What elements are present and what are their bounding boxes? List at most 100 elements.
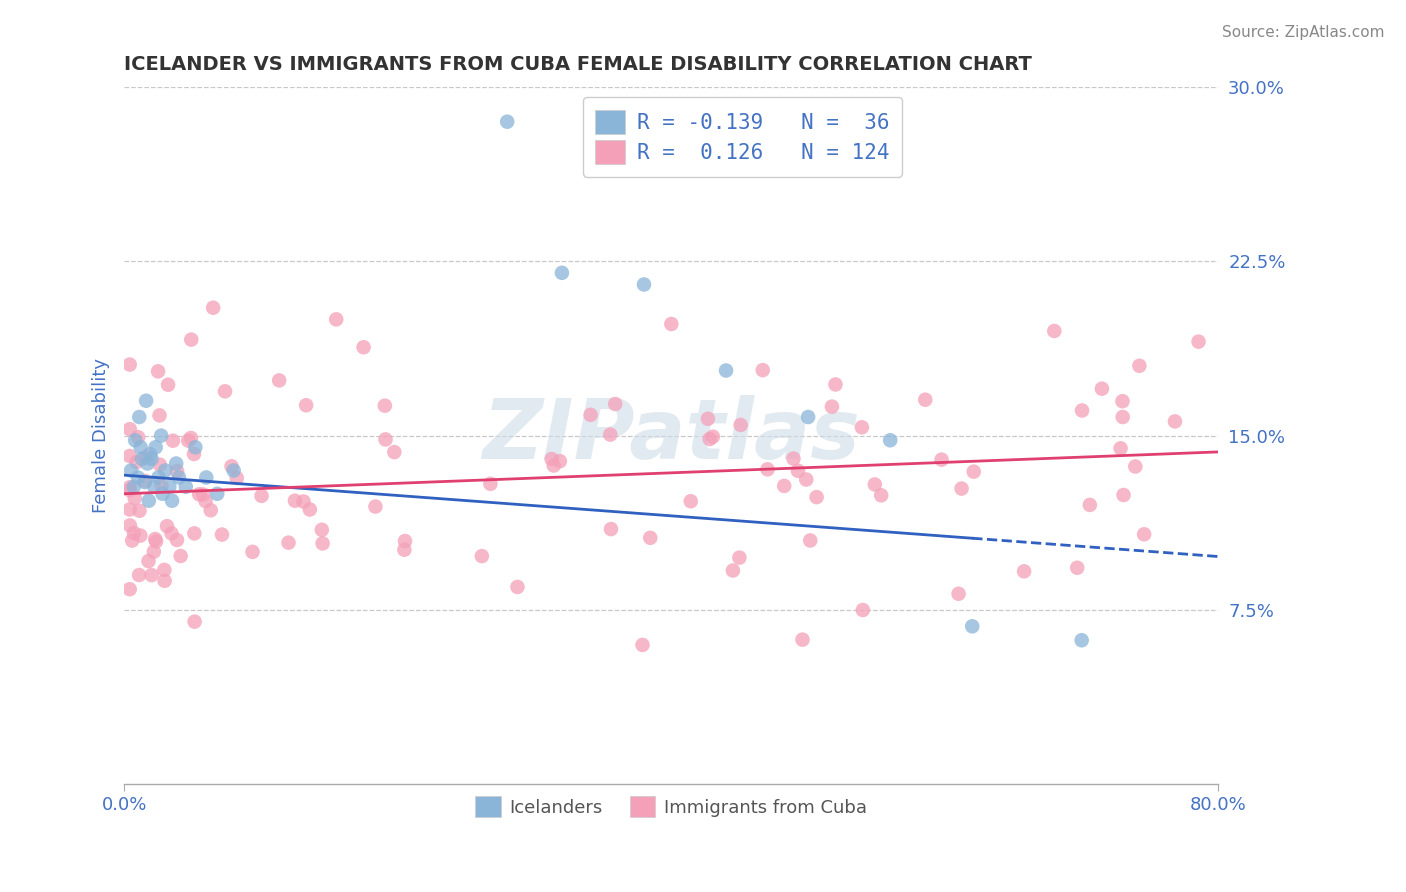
Point [180,431,202,445]
Point [1111,394,1133,409]
Point [122,480,145,494]
Point [579,408,602,422]
Point [160,493,183,508]
Point [118,449,141,463]
Point [153,563,176,577]
Point [121,533,143,548]
Point [931,452,953,467]
Text: ZIPatlas: ZIPatlas [482,395,860,476]
Point [211,527,233,541]
Point [128,568,150,582]
Point [353,340,375,354]
Point [277,535,299,549]
Point [794,473,817,487]
Point [948,587,970,601]
Point [145,440,167,454]
Text: ICELANDER VS IMMIGRANTS FROM CUBA FEMALE DISABILITY CORRELATION CHART: ICELANDER VS IMMIGRANTS FROM CUBA FEMALE… [124,55,1032,74]
Point [679,494,702,508]
Point [394,542,416,557]
Point [792,632,814,647]
Point [157,377,180,392]
Point [1078,498,1101,512]
Point [659,317,682,331]
Point [1187,334,1209,349]
Point [751,363,773,377]
Point [138,493,160,508]
Point [148,470,170,484]
Point [128,504,150,518]
Point [543,458,565,473]
Text: Source: ZipAtlas.com: Source: ZipAtlas.com [1222,25,1385,40]
Point [605,397,627,411]
Point [145,534,167,549]
Point [128,410,150,425]
Point [821,400,844,414]
Point [174,480,197,494]
Point [551,266,574,280]
Point [702,430,724,444]
Point [143,532,166,546]
Point [165,457,187,471]
Point [166,464,188,478]
Point [118,582,141,597]
Point [950,482,973,496]
Point [1012,564,1035,578]
Point [131,451,153,466]
Point [129,440,152,454]
Point [963,465,986,479]
Point [183,447,205,461]
Point [730,417,752,432]
Point [135,450,157,465]
Point [141,451,163,466]
Point [180,333,202,347]
Point [134,474,156,488]
Point [1043,324,1066,338]
Point [155,463,177,477]
Point [207,487,229,501]
Point [824,377,846,392]
Point [394,534,416,549]
Point [479,476,502,491]
Point [118,422,141,436]
Point [118,483,141,498]
Point [1071,403,1094,417]
Point [200,503,222,517]
Point [1091,382,1114,396]
Point [166,533,188,547]
Point [471,549,494,563]
Point [139,447,162,461]
Point [120,463,142,477]
Point [136,457,159,471]
Point [188,487,211,501]
Point [141,568,163,582]
Point [756,462,779,476]
Point [135,393,157,408]
Point [1123,459,1146,474]
Point [242,545,264,559]
Point [125,455,148,469]
Point [153,574,176,588]
Point [118,480,141,494]
Point [127,430,149,444]
Y-axis label: Female Disability: Female Disability [93,358,110,513]
Point [194,494,217,508]
Point [184,440,207,454]
Point [870,488,893,502]
Point [146,364,169,378]
Point [1109,442,1132,456]
Point [129,528,152,542]
Point [1112,410,1135,425]
Point [600,522,623,536]
Point [496,114,519,128]
Point [195,470,218,484]
Point [782,451,804,466]
Point [143,480,166,494]
Point [292,494,315,508]
Point [1133,527,1156,541]
Point [631,638,654,652]
Point [1112,488,1135,502]
Point [148,409,170,423]
Point [773,479,796,493]
Point [138,554,160,568]
Point [149,458,172,472]
